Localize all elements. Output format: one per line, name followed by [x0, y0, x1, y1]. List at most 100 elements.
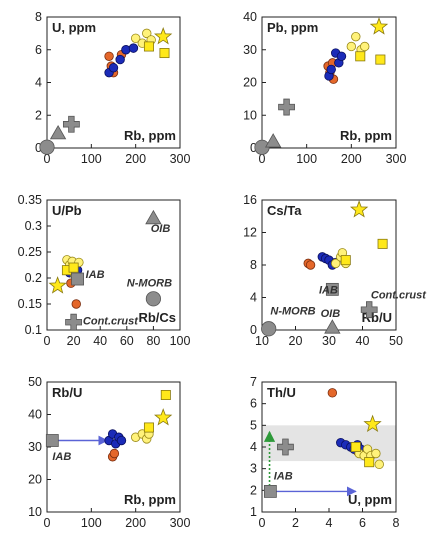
- data-point-blue: [116, 435, 127, 446]
- annotation-label: IAB: [274, 471, 293, 483]
- y-tick-label: 4: [35, 76, 42, 90]
- x-tick-label: 4: [326, 516, 333, 530]
- x-tick-label: 2: [292, 516, 299, 530]
- y-tick-label: 30: [28, 440, 42, 454]
- data-point-gray-square: [71, 272, 84, 286]
- x-tick-label: 200: [125, 516, 146, 530]
- panel-y-label: Th/U: [267, 385, 296, 400]
- y-tick-label: 5: [250, 418, 257, 432]
- data-point-orange: [305, 260, 316, 270]
- panel-y-label: U, ppm: [52, 20, 96, 35]
- data-point-gray-square: [325, 282, 339, 296]
- x-tick-label: 0: [44, 516, 51, 530]
- x-axis-label: Rb, ppm: [124, 492, 176, 507]
- y-tick-label: 12: [243, 226, 257, 240]
- x-tick-label: 300: [386, 152, 407, 166]
- data-point-blue: [336, 51, 347, 62]
- data-point-yellow-square: [364, 457, 375, 468]
- data-point-yellow-square: [355, 51, 366, 62]
- y-tick-label: 40: [243, 10, 257, 24]
- data-point-pale-yellow: [346, 41, 357, 52]
- data-point-star: [48, 276, 67, 294]
- data-point-gray-triangle: [145, 209, 162, 225]
- data-point-orange: [104, 51, 114, 62]
- scatter-panel-1: 0 100 200 300 0 2 4 6 8 U, ppm Rb, ppm: [35, 10, 190, 166]
- data-point-star: [350, 200, 369, 218]
- data-point-star: [363, 414, 382, 433]
- data-point-gray-triangle: [324, 319, 341, 334]
- y-tick-label: 2: [250, 483, 257, 497]
- data-point-gray-plus: [360, 301, 378, 319]
- y-tick-label: 8: [250, 258, 257, 272]
- x-tick-label: 100: [81, 152, 102, 166]
- data-point-pale-yellow: [130, 33, 141, 43]
- data-point-gray-triangle: [49, 124, 67, 140]
- x-tick-label: 40: [356, 334, 370, 348]
- data-point-gray-circle: [145, 291, 161, 307]
- y-tick-label: 0: [250, 141, 257, 155]
- y-tick-label: 0.35: [18, 193, 42, 207]
- annotation-label: IAB: [86, 269, 105, 281]
- data-point-pale-yellow: [360, 41, 370, 52]
- annotation-label: N-MORB: [270, 306, 315, 318]
- x-tick-label: 0: [259, 152, 266, 166]
- data-point-orange: [109, 448, 120, 459]
- panel-y-label: Cs/Ta: [267, 203, 302, 218]
- scatter-panel-3: 0 20 40 60 80 100 0.1 0.15 0.2 0.25 0.3 0.35 U/Pb Rb/…: [18, 193, 191, 348]
- y-tick-label: 8: [35, 10, 42, 24]
- x-tick-label: 200: [341, 152, 362, 166]
- data-point-yellow-square: [159, 48, 170, 59]
- data-point-gray-square: [45, 434, 59, 447]
- data-point-yellow-square: [350, 441, 361, 452]
- annotation-label: Cont.crust: [371, 289, 427, 301]
- data-point-gray-triangle: [264, 133, 282, 148]
- x-tick-label: 0: [44, 334, 51, 348]
- x-tick-label: 100: [170, 334, 191, 348]
- y-tick-label: 7: [250, 375, 257, 389]
- data-point-gray-plus: [277, 438, 294, 456]
- x-tick-label: 10: [255, 334, 269, 348]
- data-point-pale-yellow: [374, 459, 384, 470]
- annotation-label: N-MORB: [127, 277, 172, 289]
- x-tick-label: 300: [170, 152, 191, 166]
- data-point-blue: [121, 45, 131, 55]
- panel-y-label: U/Pb: [52, 203, 82, 218]
- data-point-blue: [326, 64, 336, 75]
- data-point-blue: [128, 43, 139, 53]
- data-point-yellow-square: [340, 255, 351, 266]
- annotation-label: Cont.crust: [83, 315, 139, 327]
- x-tick-label: 100: [296, 152, 317, 166]
- data-point-orange: [71, 299, 81, 309]
- panel-y-label: Rb/U: [52, 385, 82, 400]
- annotation-label: IAB: [52, 451, 71, 463]
- annotation-label: OIB: [151, 223, 171, 235]
- y-tick-label: 20: [28, 473, 42, 487]
- y-tick-label: 2: [35, 108, 42, 122]
- data-point-yellow-square: [377, 238, 388, 249]
- scatter-panel-5: 0 100 200 300 10 20 30 40 50 Rb/U Rb, ppm IAB: [28, 375, 190, 530]
- x-axis-label: U, ppm: [348, 492, 392, 507]
- data-point-pale-yellow: [331, 258, 341, 269]
- data-point-star: [154, 408, 173, 426]
- y-tick-label: 1: [250, 505, 257, 519]
- data-point-gray-plus: [65, 313, 82, 331]
- y-tick-label: 6: [35, 43, 42, 57]
- y-tick-label: 20: [243, 76, 257, 90]
- data-point-yellow-square: [375, 54, 386, 65]
- y-tick-label: 10: [28, 505, 42, 519]
- y-tick-label: 0.25: [18, 245, 42, 259]
- x-tick-label: 8: [393, 516, 400, 530]
- data-point-star: [369, 17, 389, 35]
- y-tick-label: 4: [250, 440, 257, 454]
- y-tick-label: 6: [250, 397, 257, 411]
- data-point-yellow-square: [143, 41, 154, 52]
- data-point-pale-yellow: [351, 31, 361, 42]
- panel-y-label: Pb, ppm: [267, 20, 318, 35]
- data-point-yellow-square: [68, 262, 79, 273]
- x-axis-label: Rb, ppm: [124, 128, 176, 143]
- data-point-star: [154, 27, 173, 45]
- y-tick-label: 0.2: [25, 271, 42, 285]
- data-point-yellow-square: [160, 389, 171, 400]
- data-point-blue: [108, 63, 119, 73]
